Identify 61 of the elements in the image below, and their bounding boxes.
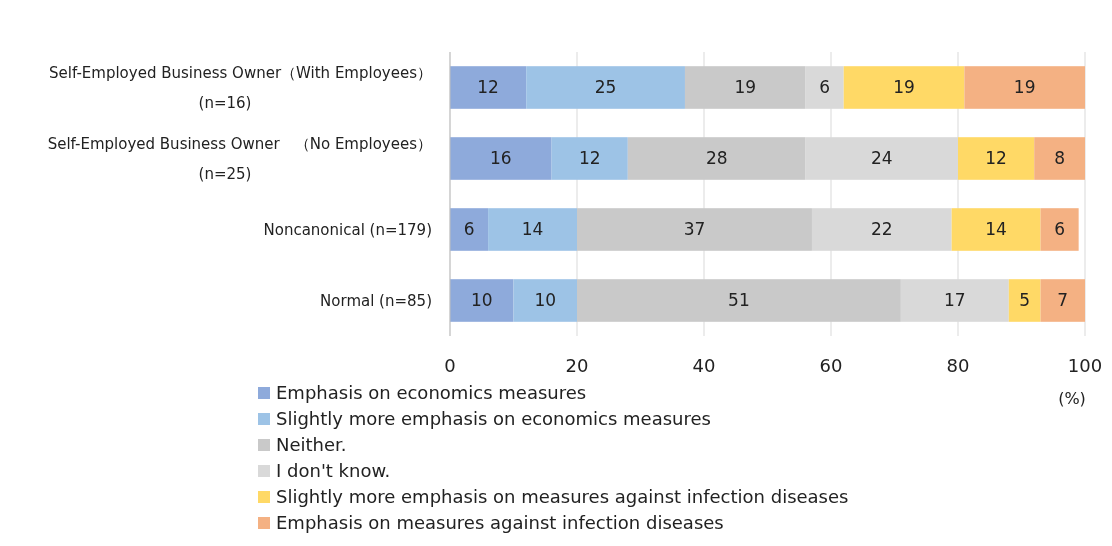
data-label: 12 — [578, 148, 601, 169]
data-label: 19 — [893, 77, 915, 98]
y-tick-label: Noncanonical (n=179) — [263, 220, 432, 239]
x-tick-label: 80 — [946, 355, 970, 376]
bar — [450, 208, 489, 251]
data-label: 28 — [705, 148, 728, 169]
data-label: 14 — [985, 219, 1007, 240]
data-label: 6 — [463, 219, 475, 240]
data-label: 7 — [1057, 290, 1069, 311]
legend-label: I don't know. — [276, 460, 391, 482]
data-label: 10 — [534, 290, 557, 311]
bar — [684, 66, 806, 109]
data-label: 8 — [1054, 148, 1066, 169]
bar — [964, 66, 1085, 109]
data-label: 16 — [489, 148, 512, 169]
data-label: 37 — [683, 219, 706, 240]
bar — [951, 208, 1041, 251]
bar — [1040, 279, 1085, 322]
x-tick-label: 40 — [692, 355, 716, 376]
data-label: 24 — [870, 148, 893, 169]
x-tick-label: 100 — [1067, 355, 1103, 376]
legend-label: Emphasis on economics measures — [276, 382, 587, 404]
data-label: 17 — [944, 290, 966, 311]
bar — [1008, 279, 1041, 322]
data-label: 22 — [870, 219, 893, 240]
bar — [526, 66, 685, 109]
y-tick-label: Self-Employed Business Owner（With Employees） (n=16) — [49, 63, 432, 112]
legend-label: Emphasis on measures against infection diseases — [276, 512, 724, 534]
x-tick-label: 0 — [444, 355, 456, 376]
bar — [551, 137, 628, 180]
data-label: 12 — [477, 77, 499, 98]
data-label: 19 — [1013, 77, 1036, 98]
bar — [843, 66, 965, 109]
bar — [577, 279, 901, 322]
data-label: 14 — [521, 219, 544, 240]
bar — [450, 279, 514, 322]
legend-label: Slightly more emphasis on measures against infection diseases — [276, 486, 849, 508]
data-label: 12 — [985, 148, 1007, 169]
bar — [488, 208, 577, 251]
bar — [450, 137, 552, 180]
legend-label: Slightly more emphasis on economics measures — [276, 408, 711, 430]
data-label: 51 — [728, 290, 750, 311]
x-tick-label: 20 — [565, 355, 589, 376]
data-label: 5 — [1019, 290, 1031, 311]
bar — [577, 208, 812, 251]
legend-label: Neither. — [276, 434, 347, 456]
data-label: 25 — [594, 77, 617, 98]
bar — [958, 137, 1035, 180]
x-tick-label: 60 — [819, 355, 843, 376]
y-tick-label: Self-Employed Business Owner （No Employees） (n=25) — [47, 134, 432, 183]
bar — [1040, 208, 1079, 251]
x-axis-title: (%) — [1058, 389, 1086, 408]
bar — [627, 137, 806, 180]
data-label: 10 — [470, 290, 493, 311]
y-tick-label: Normal (n=85) — [320, 291, 432, 310]
bar — [450, 66, 527, 109]
data-label: 19 — [734, 77, 757, 98]
bar — [1034, 137, 1085, 180]
data-label: 6 — [819, 77, 831, 98]
data-label: 6 — [1054, 219, 1066, 240]
bar — [513, 279, 577, 322]
